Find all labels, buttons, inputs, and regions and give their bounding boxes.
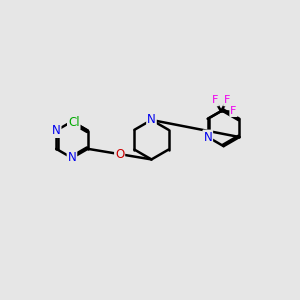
Text: N: N <box>68 152 76 164</box>
Text: F: F <box>224 95 230 105</box>
Text: N: N <box>52 124 61 137</box>
Text: N: N <box>203 130 212 143</box>
Text: F: F <box>230 106 237 116</box>
Text: O: O <box>115 148 124 160</box>
Text: F: F <box>212 95 218 105</box>
Text: N: N <box>147 113 156 127</box>
Text: Cl: Cl <box>68 116 80 129</box>
